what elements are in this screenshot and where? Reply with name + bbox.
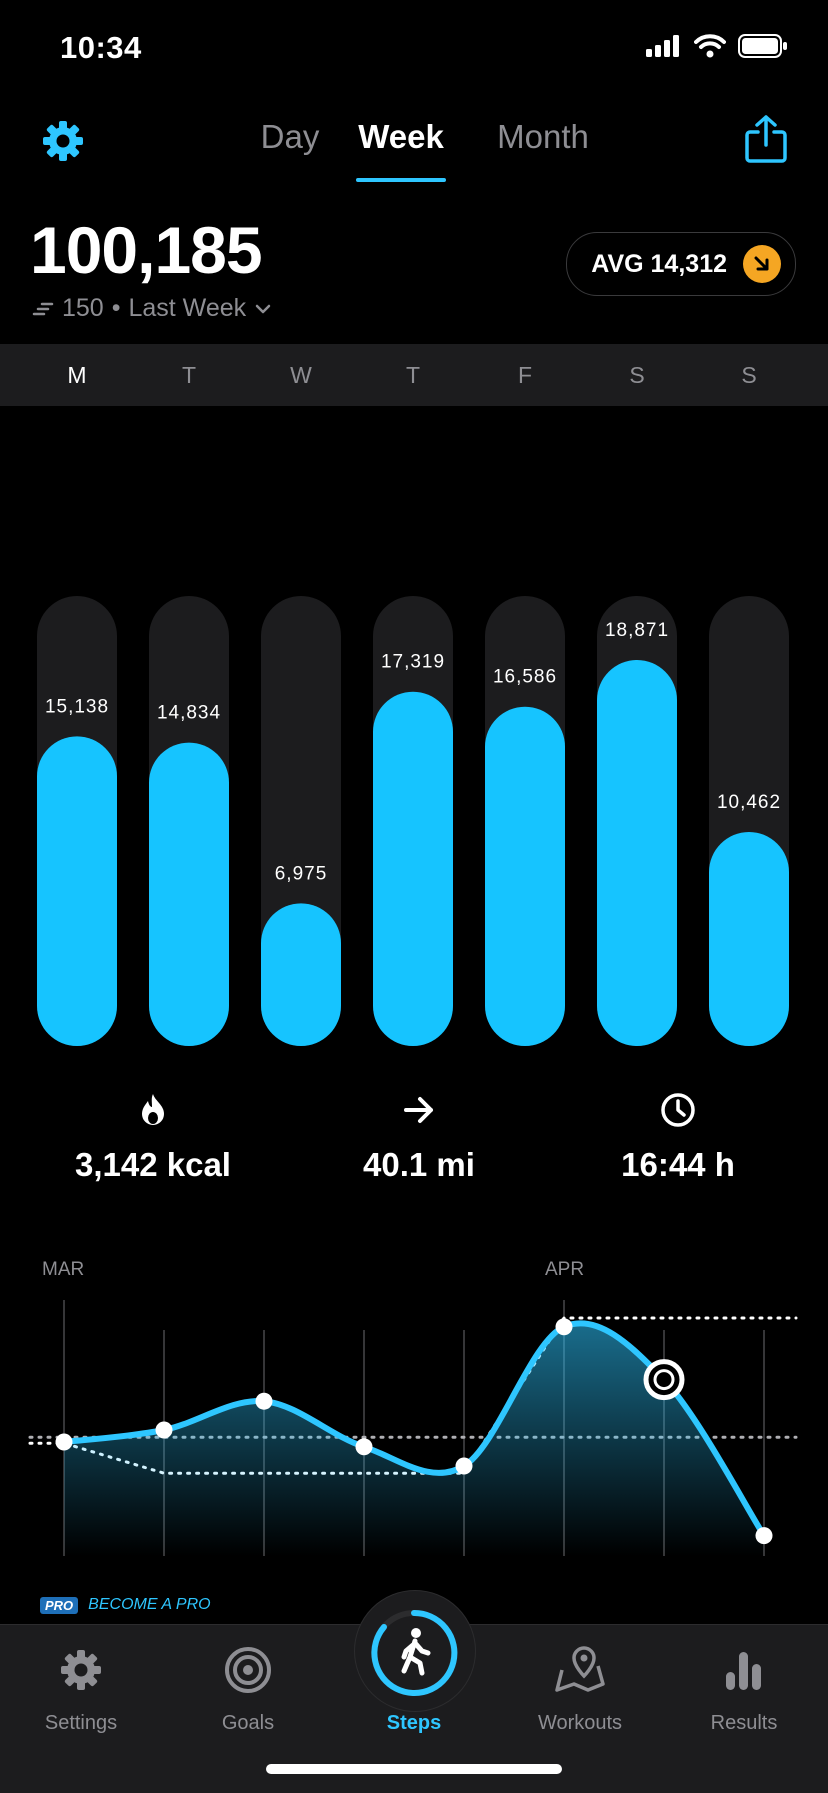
become-pro-text: BECOME A PRO (88, 1596, 211, 1613)
trend-lines-icon (32, 302, 54, 315)
bar-value-label: 10,462 (717, 792, 781, 813)
bar-value-label: 15,138 (45, 696, 109, 717)
stats-row: 3,142 kcal 40.1 mi 16:44 h (0, 1090, 828, 1210)
bar-value-label: 18,871 (605, 620, 669, 641)
tab-settings[interactable]: Settings (11, 1640, 151, 1735)
comparison-period: Last Week (128, 294, 247, 322)
bar-0[interactable] (37, 736, 117, 1046)
flame-icon (142, 1094, 164, 1125)
weekday-label: M (67, 362, 87, 388)
weekday-label: W (290, 362, 312, 388)
calories-value: 3,142 kcal (75, 1146, 231, 1183)
arrow-right-icon (404, 1097, 433, 1123)
month-label-mar: MAR (42, 1259, 84, 1280)
distance-stat: 40.1 mi (299, 1090, 539, 1184)
home-indicator (266, 1764, 562, 1774)
tab-goals-label: Goals (221, 1712, 275, 1734)
weekday-strip: M T W T F S S (0, 344, 828, 406)
monthly-trend-chart: MAR APR (28, 1259, 798, 1556)
tab-day[interactable]: Day (260, 118, 320, 155)
weekday-label: S (629, 362, 645, 388)
duration-stat: 16:44 h (558, 1090, 798, 1184)
bar-2[interactable] (261, 903, 341, 1046)
daily-steps-chart: 15,138 14,834 6,975 17,319 16,586 18,871 10,46… (37, 596, 789, 1046)
separator-dot: • (111, 294, 121, 322)
trend-area (64, 1323, 764, 1556)
bar-5[interactable] (597, 660, 677, 1046)
target-icon (225, 1647, 271, 1693)
weekday-label: F (517, 362, 533, 388)
status-icons (646, 34, 788, 58)
average-label: AVG 14,312 (591, 249, 727, 278)
distance-value: 40.1 mi (363, 1146, 475, 1183)
weekday-label: T (181, 362, 197, 388)
trend-point[interactable] (255, 1392, 273, 1410)
map-pin-icon (555, 1646, 605, 1692)
comparison-selector[interactable]: 150 • Last Week (32, 294, 272, 323)
tab-goals[interactable]: Goals (178, 1640, 318, 1735)
tab-steps-label: Steps (386, 1712, 442, 1734)
battery-icon (738, 34, 787, 58)
comparison-change: 150 (62, 294, 104, 322)
wifi-icon (694, 34, 726, 58)
status-time: 10:34 (60, 30, 142, 65)
tab-workouts-label: Workouts (537, 1712, 623, 1734)
tab-week[interactable]: Week (358, 118, 444, 155)
tab-results[interactable]: Results (674, 1640, 814, 1735)
bar-value-label: 17,319 (381, 652, 445, 673)
bar-1[interactable] (149, 742, 229, 1046)
weekday-label: S (741, 362, 757, 388)
trend-point-selected-inner (653, 1369, 675, 1391)
tab-month[interactable]: Month (497, 118, 589, 155)
trend-point[interactable] (455, 1457, 473, 1475)
month-label-apr: APR (545, 1259, 584, 1280)
bar-value-label: 14,834 (157, 703, 221, 724)
trend-point[interactable] (555, 1318, 573, 1336)
arrow-down-right-icon (743, 245, 781, 283)
tab-steps[interactable]: Steps (344, 1609, 484, 1735)
average-badge[interactable]: AVG 14,312 (566, 232, 796, 296)
become-pro-link[interactable]: PRO BECOME A PRO (40, 1596, 211, 1614)
bar-3[interactable] (373, 691, 453, 1046)
bar-4[interactable] (485, 706, 565, 1046)
bar-6[interactable] (709, 832, 789, 1046)
weekly-total-steps: 100,185 (30, 213, 263, 287)
weekday-label: T (405, 362, 421, 388)
bar-value-label: 6,975 (275, 863, 328, 884)
share-icon[interactable] (744, 114, 788, 164)
duration-value: 16:44 h (621, 1146, 735, 1183)
tab-workouts[interactable]: Workouts (510, 1640, 650, 1735)
trend-point[interactable] (755, 1527, 773, 1545)
bar-chart-icon (726, 1652, 761, 1690)
gear-icon (61, 1650, 101, 1690)
bar-value-label: 16,586 (493, 667, 557, 688)
signal-icon (646, 35, 679, 57)
settings-gear-icon[interactable] (40, 118, 86, 164)
trend-point[interactable] (355, 1438, 373, 1456)
trend-point[interactable] (55, 1433, 73, 1451)
active-tab-indicator (356, 178, 446, 182)
clock-icon (661, 1093, 695, 1127)
walking-icon (371, 1609, 458, 1696)
pro-badge: PRO (40, 1596, 79, 1614)
chevron-down-icon (255, 304, 271, 313)
tab-settings-label: Settings (44, 1712, 118, 1734)
tab-results-label: Results (710, 1712, 778, 1734)
trend-point[interactable] (155, 1421, 173, 1439)
calories-stat: 3,142 kcal (33, 1090, 273, 1184)
